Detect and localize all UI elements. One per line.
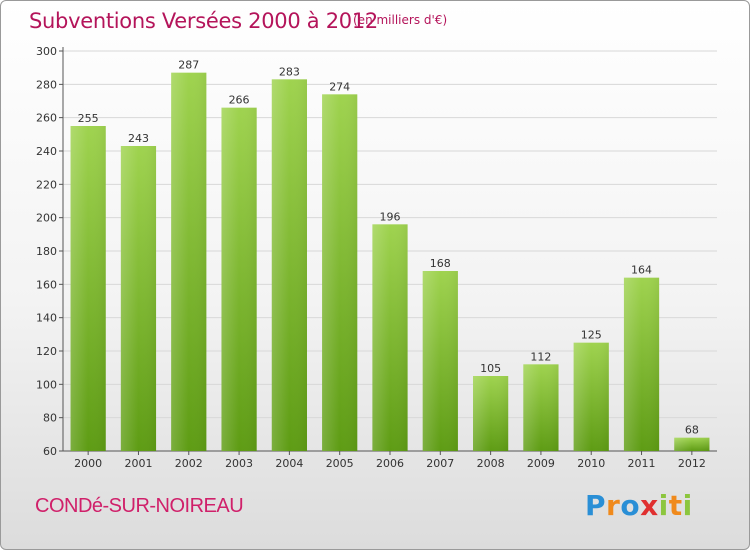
- x-tick-label-2008: 2008: [477, 457, 505, 470]
- commune-name: CONDé-SUR-NOIREAU: [35, 495, 244, 517]
- x-tick-label-2004: 2004: [275, 457, 303, 470]
- y-tick-label: 100: [36, 378, 57, 391]
- x-tick-label-2006: 2006: [376, 457, 404, 470]
- bar-shine: [322, 94, 358, 451]
- y-tick-label: 260: [36, 112, 57, 125]
- bar-shine: [422, 271, 458, 451]
- x-tick-label-2009: 2009: [527, 457, 555, 470]
- data-label-2008: 105: [480, 362, 501, 375]
- y-tick-label: 200: [36, 212, 57, 225]
- bar-shine: [171, 72, 207, 452]
- bar-shine: [70, 126, 106, 451]
- y-tick-label: 220: [36, 178, 57, 191]
- bar-shine: [221, 107, 257, 452]
- y-tick-label: 80: [43, 412, 57, 425]
- x-tick-label-2005: 2005: [326, 457, 354, 470]
- x-tick-label-2012: 2012: [678, 457, 706, 470]
- y-tick-label: 140: [36, 312, 57, 325]
- y-tick-label: 300: [36, 45, 57, 58]
- x-tick-label-2000: 2000: [74, 457, 102, 470]
- bar-shine: [271, 79, 307, 451]
- tick-labels: 60 80 100 120 140 160 180 200 220 240 260 280 300 200…: [36, 45, 706, 470]
- chart-title: Subventions Versées 2000 à 2012: [29, 9, 378, 33]
- bar-shine: [120, 146, 157, 451]
- data-label-2005: 274: [329, 80, 350, 93]
- bar-shine: [623, 277, 660, 451]
- data-label-2010: 125: [581, 329, 602, 342]
- data-label-2000: 255: [78, 112, 99, 125]
- bar-shine: [573, 342, 609, 451]
- y-tick-label: 60: [43, 445, 57, 458]
- data-label-2002: 287: [178, 59, 199, 72]
- data-label-2012: 68: [685, 424, 699, 437]
- y-tick-label: 180: [36, 245, 57, 258]
- y-tick-label: 240: [36, 145, 57, 158]
- y-tick-label: 280: [36, 78, 57, 91]
- x-tick-label-2002: 2002: [175, 457, 203, 470]
- x-tick-label-2001: 2001: [124, 457, 152, 470]
- data-label-2003: 266: [229, 94, 250, 107]
- bars: [70, 72, 710, 452]
- chart-subtitle: (en milliers d'€): [353, 13, 448, 27]
- data-label-2004: 283: [279, 65, 300, 78]
- data-label-2006: 196: [380, 210, 401, 223]
- x-tick-label-2007: 2007: [426, 457, 454, 470]
- y-tick-label: 160: [36, 278, 57, 291]
- bar-shine: [372, 224, 408, 451]
- data-label-2007: 168: [430, 257, 451, 270]
- data-label-2001: 243: [128, 132, 149, 145]
- proxiti-logo: Proxiti: [585, 489, 693, 522]
- bar-shine: [473, 376, 509, 451]
- bar-shine: [674, 437, 710, 451]
- data-label-2011: 164: [631, 264, 652, 277]
- x-tick-label-2011: 2011: [628, 457, 656, 470]
- x-tick-label-2010: 2010: [577, 457, 605, 470]
- data-label-2009: 112: [530, 350, 551, 363]
- y-tick-label: 120: [36, 345, 57, 358]
- data-labels: 255 243 287 266 283 274 196 168 105 112 125 164 68: [78, 59, 699, 437]
- bar-shine: [523, 364, 559, 451]
- x-tick-label-2003: 2003: [225, 457, 253, 470]
